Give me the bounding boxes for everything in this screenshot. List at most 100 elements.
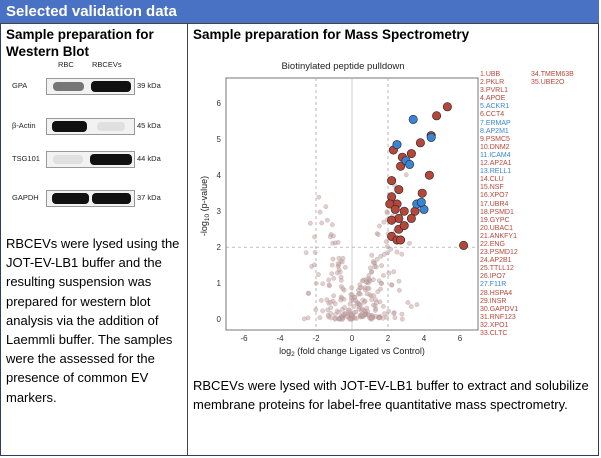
protein-label: 33.CLTC [480,330,508,337]
data-point-nonsig [323,204,329,210]
data-point-nonsig [328,305,334,311]
data-point-nonsig [399,316,405,322]
data-point-red [396,161,406,171]
data-point-nonsig [396,287,402,293]
data-point-nonsig [326,282,332,288]
protein-label: 27.F11R [480,281,507,289]
protein-label: 31.RNF123 [480,313,516,321]
blot-label-tsg101: TSG101 [12,154,40,163]
band-gpa-rbc [53,82,84,91]
data-point-nonsig [347,301,353,307]
data-point-nonsig [391,269,397,275]
data-point-nonsig [349,285,355,291]
data-point-nonsig [316,194,322,200]
y-axis-label: -log10 (p-value) [199,176,211,236]
data-point-nonsig [349,292,355,298]
data-point-nonsig [388,246,394,252]
data-point-nonsig [372,264,378,270]
data-point-nonsig [318,298,324,303]
data-point-nonsig [332,240,338,246]
data-point-nonsig [340,316,345,322]
x-tick-label: 0 [350,334,355,343]
data-point-nonsig [364,291,370,297]
significant-points [385,102,469,250]
header-divider [0,23,599,24]
protein-label: 10.DNM2 [480,143,510,151]
data-point-red [387,176,397,186]
protein-label: 28.HSPA4 [480,289,513,297]
data-point-nonsig [379,263,384,268]
header-title: Selected validation data [6,3,177,20]
data-point-blue [392,140,402,150]
data-point-nonsig [385,243,390,249]
data-point-nonsig [305,290,311,296]
blot-tsg101 [46,151,135,168]
data-point-nonsig [361,299,367,305]
data-point-nonsig [359,312,365,318]
data-point-nonsig [329,222,335,228]
data-point-nonsig [311,262,317,268]
data-point-nonsig [357,285,363,291]
protein-label: 22.ENG [480,240,505,248]
data-point-blue [416,197,426,207]
protein-labels-col2: 34.TMEM63B 35.UBE2O [531,71,574,87]
y-tick-label: 0 [217,315,222,324]
data-point-red [432,111,442,121]
kda-gapdh: 37 kDa [137,193,161,202]
data-point-nonsig [386,270,392,276]
data-point-nonsig [378,281,384,286]
protein-label: 16.XPO7 [480,192,509,200]
nonsignificant-points [301,172,420,322]
data-point-nonsig [349,312,354,318]
data-point-nonsig [342,305,347,311]
data-point-red [424,170,434,180]
protein-label: 8.AP2M1 [480,127,509,135]
data-point-nonsig [368,315,374,321]
data-point-nonsig [381,219,387,225]
data-point-nonsig [313,307,319,313]
y-tick-label: 6 [217,99,222,108]
x-axis-label: log2 (fold change Ligated vs Control) [279,346,425,358]
data-point-red [394,185,404,195]
data-point-nonsig [384,314,389,320]
band-gapdh-rbcevs [92,193,131,204]
data-point-nonsig [342,264,348,270]
data-point-nonsig [399,311,405,317]
protein-label: 25.TTLL12 [480,265,514,273]
protein-label: 15.NSF [480,184,504,192]
data-point-nonsig [414,302,420,307]
protein-label: 2.PKLR [480,79,505,87]
data-point-nonsig [328,315,334,321]
data-point-nonsig [331,293,337,299]
data-point-nonsig [319,220,325,226]
blot-label-gpa: GPA [12,81,28,90]
data-point-nonsig [339,259,345,265]
data-point-red [385,199,395,209]
band-tsg101-rbc [53,155,83,164]
data-point-nonsig [378,253,384,259]
protein-labels-col1: 1.UBB 2.PKLR 3.PVRL1 4.APOE 5.ACKR1 6.CCT4 7.E… [480,71,518,338]
data-point-nonsig [332,301,338,307]
protein-label: 35.UBE2O [531,79,565,87]
data-point-nonsig [312,250,318,255]
data-point-nonsig [353,297,359,303]
data-point-nonsig [331,275,337,281]
protein-label: 20.UBAC1 [480,224,514,232]
chart-title: Biotinylated peptide pulldown [281,61,404,72]
blot-gapdh [46,190,135,207]
data-point-red [399,221,409,231]
x-axis-ticks: -6 -4 -2 0 2 4 6 [240,334,462,343]
data-point-nonsig [363,279,369,285]
data-point-nonsig [394,249,400,255]
data-point-nonsig [408,304,414,309]
data-point-nonsig [383,239,389,244]
data-point-nonsig [369,297,375,303]
data-point-red [387,215,397,225]
blot-beta-actin [46,118,135,135]
data-point-nonsig [320,281,326,287]
data-point-blue [405,159,415,169]
protein-label: 5.ACKR1 [480,103,510,111]
data-point-nonsig [320,308,326,314]
western-blot-title: Sample preparation for Western Blot [6,26,154,60]
x-tick-label: -6 [240,334,248,343]
